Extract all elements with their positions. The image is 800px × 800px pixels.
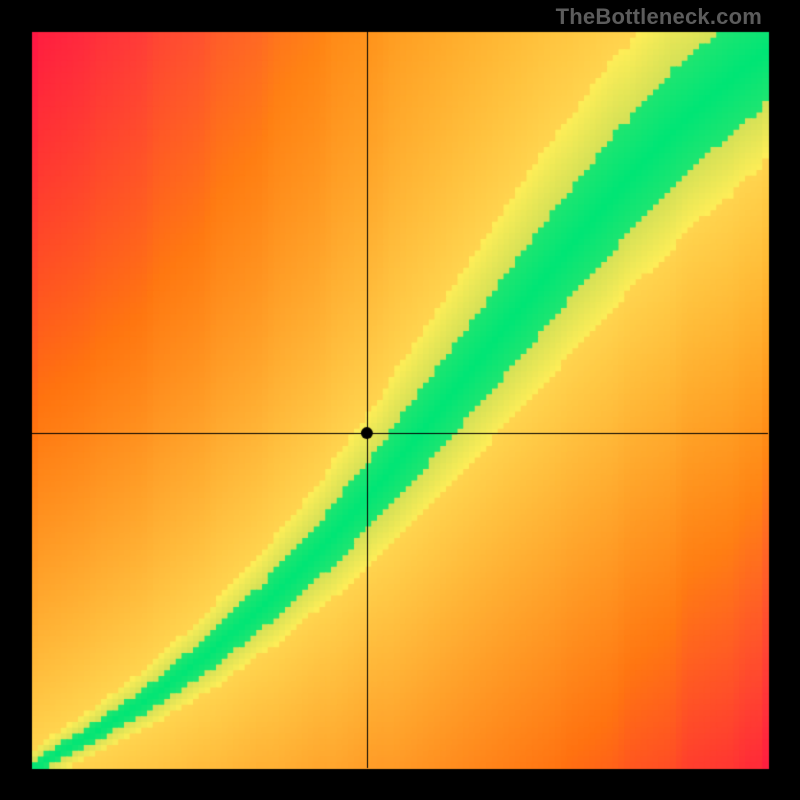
bottleneck-heatmap-canvas bbox=[0, 0, 800, 800]
chart-container: TheBottleneck.com bbox=[0, 0, 800, 800]
watermark-text: TheBottleneck.com bbox=[556, 4, 762, 30]
